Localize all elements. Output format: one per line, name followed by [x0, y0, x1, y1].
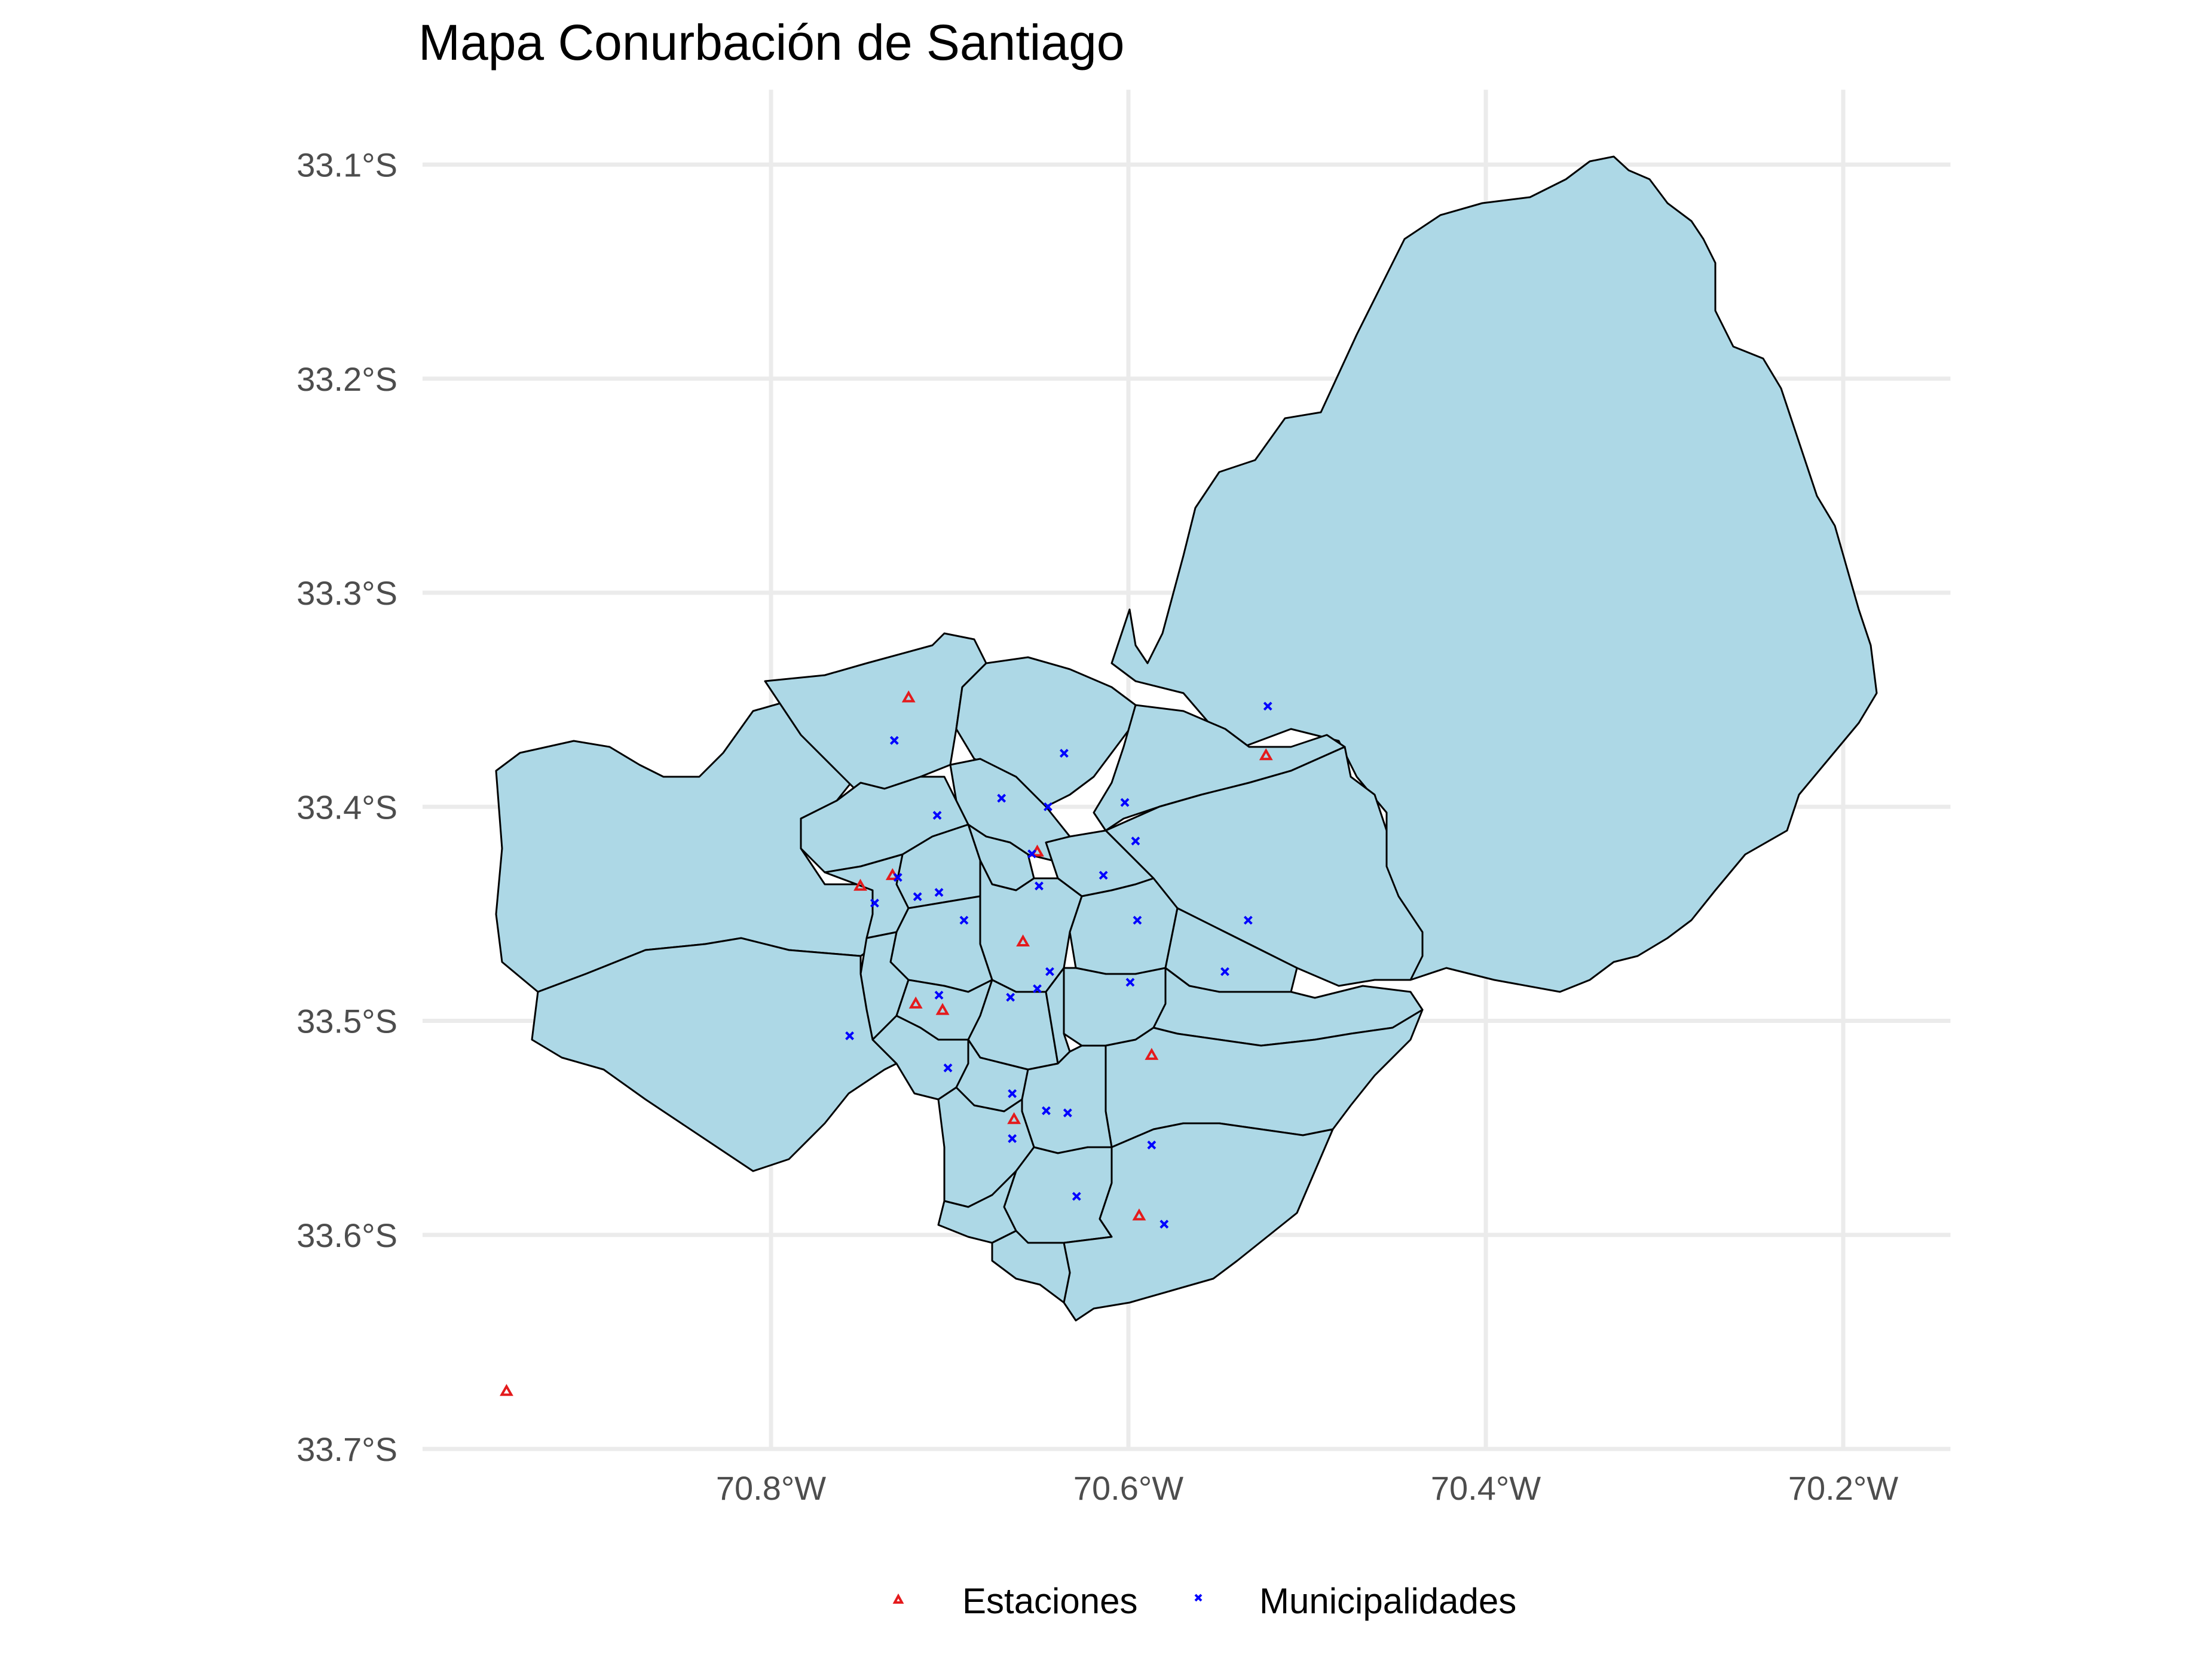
municipalidad-marker [1027, 849, 1036, 859]
y-tick-label-4: 33.5°S [296, 1003, 397, 1040]
legend-label-estaciones: Estaciones [962, 1581, 1138, 1621]
y-tick-label-3: 33.4°S [296, 788, 397, 826]
municipalidad-marker [870, 899, 879, 908]
municipalidad-marker [913, 892, 922, 902]
legend-label-municipalidades: Municipalidades [1259, 1581, 1516, 1621]
legend-item-estaciones: Estaciones [892, 1581, 1138, 1621]
cross-icon [1194, 1594, 1203, 1602]
y-tick-label-2: 33.3°S [296, 574, 397, 612]
estacion-marker [1016, 934, 1030, 946]
municipalidad-marker [1033, 984, 1042, 994]
estacion-marker [1007, 1112, 1021, 1125]
municipalidad-marker [1243, 915, 1253, 925]
municipalidad-marker [1072, 1191, 1081, 1201]
comuna-polygon-san-ramon [937, 1170, 1017, 1244]
municipalidad-marker [934, 991, 944, 1000]
municipalidad-marker [1006, 992, 1015, 1002]
municipalidad-marker [1159, 1220, 1169, 1229]
municipalidad-marker [1131, 837, 1140, 845]
y-tick-label-0: 33.1°S [296, 146, 397, 184]
estacion-marker [500, 1384, 513, 1396]
y-axis: 33.1°S 33.2°S 33.3°S 33.4°S 33.5°S 33.6°S 33.7… [296, 146, 397, 1469]
estacion-marker [1259, 748, 1273, 761]
comuna-polygon-san-bernardo [991, 1230, 1071, 1304]
municipalidad-marker [1263, 701, 1272, 711]
municipalidad-marker [932, 811, 942, 820]
points-layer [500, 690, 1273, 1396]
municipalidad-marker [1008, 1134, 1017, 1143]
municipalidad-marker [845, 1031, 854, 1040]
comunas-layer [495, 155, 1878, 1322]
y-tick-label-1: 33.2°S [296, 360, 397, 398]
y-tick-label-6: 33.7°S [296, 1430, 397, 1468]
legend: Estaciones Municipalidades [892, 1581, 1516, 1621]
map-title: Mapa Conurbación de Santiago [418, 14, 1125, 71]
estacion-marker [1132, 1208, 1146, 1221]
municipalidad-marker [1035, 881, 1044, 891]
municipalidad-marker [934, 888, 944, 897]
x-tick-label-3: 70.2°W [1788, 1469, 1898, 1507]
estacion-marker [935, 1003, 950, 1015]
municipalidad-marker [943, 1063, 953, 1073]
municipalidad-marker [1044, 802, 1053, 811]
municipalidad-marker [889, 736, 899, 745]
municipalidad-marker [1099, 871, 1108, 880]
y-tick-label-5: 33.6°S [296, 1217, 397, 1254]
comuna-polygon-maipu [531, 937, 898, 1172]
x-tick-label-0: 70.8°W [716, 1469, 826, 1507]
municipalidad-marker [959, 915, 969, 925]
triangle-icon [892, 1593, 904, 1604]
legend-item-municipalidades: Municipalidades [1194, 1581, 1516, 1621]
municipalidad-marker [1042, 1106, 1051, 1116]
comuna-polygon-puente-alto [1063, 1122, 1334, 1322]
municipalidad-marker [1133, 915, 1142, 925]
municipalidad-marker [1125, 978, 1135, 987]
municipalidad-marker [1059, 749, 1069, 758]
estacion-marker [908, 996, 923, 1009]
municipalidad-marker [1008, 1089, 1017, 1098]
municipalidad-marker [1063, 1108, 1072, 1117]
municipalidad-marker [997, 793, 1006, 803]
municipalidad-marker [1120, 798, 1130, 807]
estacion-marker [853, 878, 867, 891]
municipalidad-marker [893, 873, 902, 882]
x-axis: 70.8°W 70.6°W 70.4°W 70.2°W [716, 1469, 1898, 1507]
x-tick-label-1: 70.6°W [1073, 1469, 1183, 1507]
municipalidad-marker [1147, 1140, 1157, 1150]
estacion-marker [901, 690, 916, 703]
x-tick-label-2: 70.4°W [1431, 1469, 1541, 1507]
municipalidad-marker [1220, 967, 1229, 976]
estacion-marker [1145, 1047, 1159, 1060]
municipalidad-marker [1045, 967, 1054, 976]
